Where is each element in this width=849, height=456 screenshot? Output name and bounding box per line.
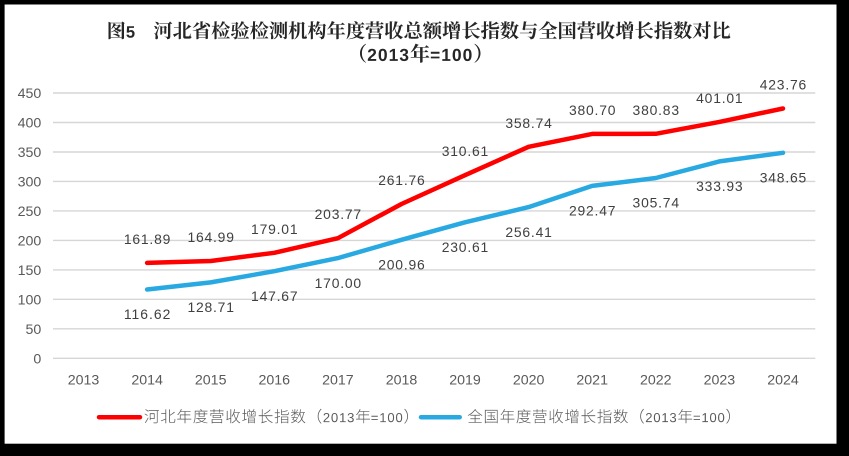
svg-text:300: 300 (18, 175, 42, 191)
svg-text:2016: 2016 (259, 373, 291, 389)
svg-text:2014: 2014 (131, 373, 163, 389)
svg-text:147.67: 147.67 (251, 288, 298, 304)
svg-text:310.61: 310.61 (442, 143, 489, 159)
svg-text:2019: 2019 (449, 373, 481, 389)
svg-text:348.65: 348.65 (760, 170, 807, 186)
svg-text:333.93: 333.93 (696, 178, 743, 194)
svg-text:423.76: 423.76 (760, 77, 807, 93)
svg-text:250: 250 (18, 204, 42, 220)
svg-text:128.71: 128.71 (187, 299, 234, 315)
svg-text:2018: 2018 (386, 373, 418, 389)
svg-text:2020: 2020 (513, 373, 545, 389)
svg-text:200: 200 (18, 234, 42, 250)
svg-text:2023: 2023 (704, 373, 736, 389)
svg-text:161.89: 161.89 (124, 231, 171, 247)
svg-text:401.01: 401.01 (696, 90, 743, 106)
svg-text:2013: 2013 (68, 373, 100, 389)
svg-text:0: 0 (33, 351, 41, 367)
svg-text:2015: 2015 (195, 373, 227, 389)
svg-text:203.77: 203.77 (315, 206, 362, 222)
svg-text:305.74: 305.74 (633, 195, 680, 211)
svg-text:100: 100 (18, 292, 42, 308)
svg-text:116.62: 116.62 (124, 306, 171, 322)
svg-text:230.61: 230.61 (442, 239, 489, 255)
svg-text:292.47: 292.47 (569, 203, 616, 219)
svg-text:2021: 2021 (576, 373, 608, 389)
svg-text:150: 150 (18, 263, 42, 279)
svg-text:170.00: 170.00 (315, 275, 362, 291)
svg-text:164.99: 164.99 (187, 229, 234, 245)
svg-text:200.96: 200.96 (378, 257, 425, 273)
svg-text:50: 50 (26, 322, 42, 338)
svg-text:261.76: 261.76 (378, 172, 425, 188)
svg-text:179.01: 179.01 (251, 221, 298, 237)
svg-text:380.83: 380.83 (633, 102, 680, 118)
svg-text:450: 450 (18, 86, 42, 102)
svg-text:2022: 2022 (640, 373, 672, 389)
svg-text:380.70: 380.70 (569, 102, 616, 118)
svg-text:2017: 2017 (322, 373, 354, 389)
svg-text:358.74: 358.74 (505, 115, 552, 131)
svg-text:2024: 2024 (767, 373, 799, 389)
svg-text:256.41: 256.41 (505, 224, 552, 240)
svg-text:400: 400 (18, 116, 42, 132)
svg-text:350: 350 (18, 145, 42, 161)
